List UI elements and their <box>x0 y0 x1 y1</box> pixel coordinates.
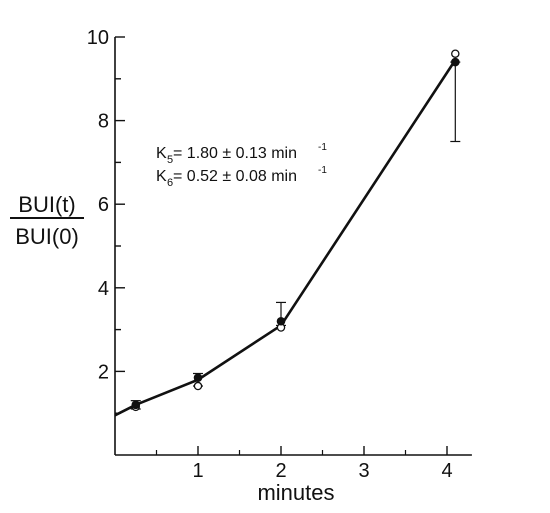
series <box>114 59 457 417</box>
y-axis-title: BUI(t) BUI(0) <box>10 192 84 249</box>
x-tick-label: 1 <box>192 460 203 482</box>
filled-point <box>193 373 203 382</box>
series-line <box>114 59 457 417</box>
x-tick-label: 3 <box>358 460 369 482</box>
x-axis-title: minutes <box>257 480 334 505</box>
annotation-k6-superscript: -1 <box>318 165 327 176</box>
annotation-k5-symbol: K <box>156 145 167 162</box>
x-tick-label: 4 <box>441 460 452 482</box>
open-point <box>451 49 460 58</box>
y-tick-label: 4 <box>98 278 109 300</box>
annotation-k5-value: = 1.80 ± 0.13 min <box>173 145 297 162</box>
error-bars <box>130 61 461 410</box>
annotation-k5: K 5 = 1.80 ± 0.13 min -1 <box>156 142 327 166</box>
y-tick-label: 2 <box>98 361 109 383</box>
y-axis-title-numerator: BUI(t) <box>18 192 75 217</box>
annotation-k6-value: = 0.52 ± 0.08 min <box>173 168 297 185</box>
y-tick-label: 6 <box>98 194 109 216</box>
annotation-k5-subscript: 5 <box>167 154 173 166</box>
data-points <box>131 49 460 412</box>
filled-point <box>276 316 286 326</box>
filled-point <box>131 400 141 410</box>
y-tick-label: 10 <box>87 27 109 49</box>
y-tick-label: 8 <box>98 111 109 133</box>
annotation-k6-symbol: K <box>156 168 167 185</box>
annotation-k6-subscript: 6 <box>167 177 173 189</box>
annotation-k6: K 6 = 0.52 ± 0.08 min -1 <box>156 165 327 189</box>
x-tick-label: 2 <box>275 460 286 482</box>
filled-point <box>451 57 460 67</box>
open-point <box>193 381 203 391</box>
annotation-k5-superscript: -1 <box>318 142 327 153</box>
y-axis-title-denominator: BUI(0) <box>15 224 79 249</box>
